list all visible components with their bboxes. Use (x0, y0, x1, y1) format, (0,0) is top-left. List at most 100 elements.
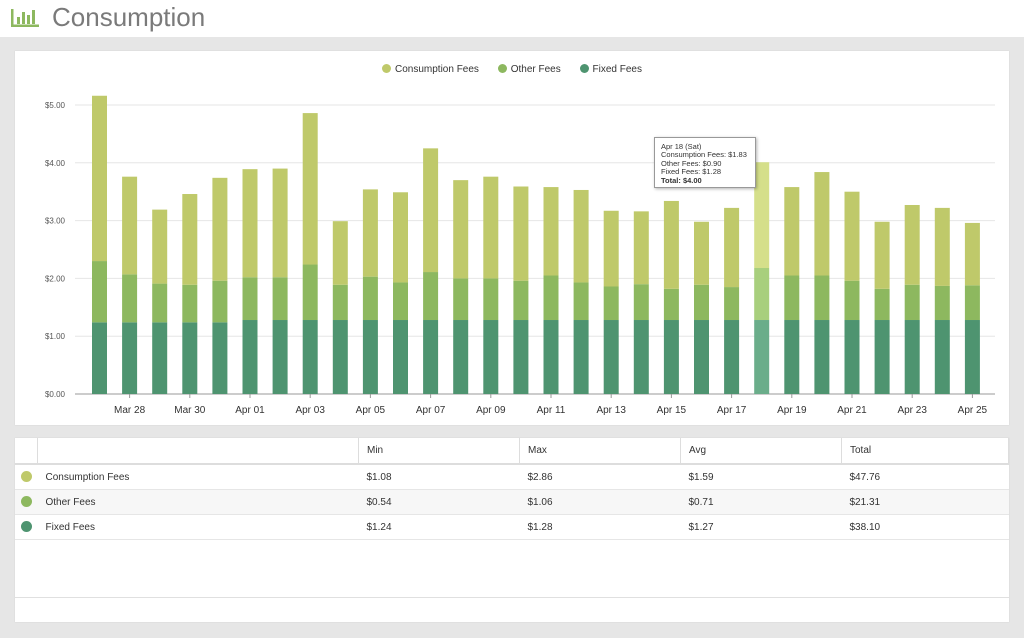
bar-other-fees[interactable] (603, 286, 619, 321)
legend-item-consumption-fees[interactable]: Consumption Fees (382, 64, 479, 75)
bar-consumption-fees[interactable] (483, 176, 499, 279)
bar-other-fees[interactable] (814, 275, 830, 321)
bar-fixed-fees[interactable] (272, 320, 288, 394)
bar-consumption-fees[interactable] (784, 187, 800, 276)
bar-consumption-fees[interactable] (152, 209, 168, 284)
bar-other-fees[interactable] (573, 282, 589, 321)
tooltip-consumption: Consumption Fees: $1.83 (661, 150, 747, 160)
bar-fixed-fees[interactable] (934, 320, 950, 394)
bar-fixed-fees[interactable] (754, 320, 770, 394)
header-cell-total[interactable]: Total (841, 438, 1009, 465)
bar-consumption-fees[interactable] (694, 221, 709, 285)
legend-item-other-fees[interactable]: Other Fees (497, 64, 561, 75)
bar-consumption-fees[interactable] (212, 177, 228, 281)
bar-fixed-fees[interactable] (724, 320, 740, 394)
bar-consumption-fees[interactable] (92, 95, 107, 262)
bar-consumption-fees[interactable] (663, 200, 679, 289)
bar-fixed-fees[interactable] (844, 320, 860, 394)
bar-other-fees[interactable] (332, 284, 348, 321)
bar-fixed-fees[interactable] (122, 322, 138, 394)
bar-consumption-fees[interactable] (844, 191, 860, 281)
bar-fixed-fees[interactable] (152, 322, 168, 394)
bar-consumption-fees[interactable] (332, 221, 348, 285)
bar-other-fees[interactable] (212, 280, 228, 323)
bar-other-fees[interactable] (904, 284, 920, 321)
bar-other-fees[interactable] (513, 280, 529, 321)
bar-consumption-fees[interactable] (362, 189, 378, 277)
bar-consumption-fees[interactable] (122, 176, 138, 275)
bar-other-fees[interactable] (724, 287, 740, 321)
bar-fixed-fees[interactable] (814, 320, 830, 394)
bar-fixed-fees[interactable] (242, 320, 258, 394)
bar-consumption-fees[interactable] (633, 211, 649, 285)
bar-consumption-fees[interactable] (543, 187, 559, 276)
bar-other-fees[interactable] (272, 277, 288, 321)
header-cell-min[interactable]: Min (358, 438, 520, 465)
bar-consumption-fees[interactable] (242, 169, 258, 278)
bar-fixed-fees[interactable] (663, 320, 679, 394)
bar-fixed-fees[interactable] (182, 322, 198, 394)
bar-other-fees[interactable] (964, 285, 980, 321)
bar-consumption-fees[interactable] (934, 207, 950, 286)
bar-other-fees[interactable] (393, 282, 408, 321)
bar-consumption-fees[interactable] (423, 148, 439, 273)
bar-fixed-fees[interactable] (453, 320, 469, 394)
bar-other-fees[interactable] (152, 283, 168, 323)
bar-other-fees[interactable] (92, 261, 107, 323)
bar-fixed-fees[interactable] (603, 320, 619, 394)
bar-fixed-fees[interactable] (332, 320, 348, 394)
bar-fixed-fees[interactable] (362, 320, 378, 394)
header-cell-max[interactable]: Max (519, 438, 681, 465)
bar-consumption-fees[interactable] (393, 192, 408, 283)
bar-fixed-fees[interactable] (694, 320, 709, 394)
bar-fixed-fees[interactable] (423, 320, 439, 394)
bar-other-fees[interactable] (633, 284, 649, 321)
bar-fixed-fees[interactable] (483, 320, 499, 394)
bar-other-fees[interactable] (122, 274, 138, 323)
bar-fixed-fees[interactable] (633, 320, 649, 394)
bar-consumption-fees[interactable] (182, 194, 198, 285)
bar-other-fees[interactable] (694, 284, 709, 321)
bar-fixed-fees[interactable] (904, 320, 920, 394)
bar-consumption-fees[interactable] (874, 221, 890, 289)
bar-fixed-fees[interactable] (393, 320, 408, 394)
bar-consumption-fees[interactable] (904, 204, 920, 285)
bar-fixed-fees[interactable] (784, 320, 800, 394)
bar-fixed-fees[interactable] (573, 320, 589, 394)
bar-fixed-fees[interactable] (964, 320, 980, 394)
bar-other-fees[interactable] (423, 272, 439, 321)
bar-other-fees[interactable] (453, 278, 469, 321)
bar-fixed-fees[interactable] (874, 320, 890, 394)
bar-other-fees[interactable] (543, 275, 559, 321)
legend-item-fixed-fees[interactable]: Fixed Fees (579, 64, 642, 75)
bar-fixed-fees[interactable] (92, 322, 107, 394)
bar-other-fees[interactable] (483, 278, 499, 321)
bar-other-fees[interactable] (302, 264, 318, 321)
bar-other-fees[interactable] (874, 288, 890, 321)
bar-other-fees[interactable] (362, 276, 378, 321)
bar-fixed-fees[interactable] (212, 322, 228, 394)
color-cell (15, 489, 38, 515)
bar-other-fees[interactable] (242, 277, 258, 321)
bar-other-fees[interactable] (663, 288, 679, 321)
bar-consumption-fees[interactable] (302, 113, 318, 265)
bar-consumption-fees[interactable] (573, 189, 589, 283)
bar-consumption-fees[interactable] (272, 168, 288, 278)
header-cell-avg[interactable]: Avg (680, 438, 842, 465)
series-color-dot (20, 471, 32, 483)
bar-consumption-fees[interactable] (814, 172, 830, 276)
bar-consumption-fees[interactable] (724, 207, 740, 288)
bar-other-fees[interactable] (784, 275, 800, 321)
bar-consumption-fees[interactable] (513, 186, 529, 281)
bar-other-fees[interactable] (844, 280, 860, 321)
bar-consumption-fees[interactable] (453, 180, 469, 279)
bar-consumption-fees[interactable] (964, 222, 980, 286)
bar-consumption-fees[interactable] (754, 162, 770, 268)
bar-consumption-fees[interactable] (603, 210, 619, 287)
bar-other-fees[interactable] (754, 267, 770, 321)
bar-fixed-fees[interactable] (302, 320, 318, 394)
bar-other-fees[interactable] (934, 285, 950, 321)
bar-other-fees[interactable] (182, 284, 198, 323)
bar-fixed-fees[interactable] (543, 320, 559, 394)
bar-fixed-fees[interactable] (513, 320, 529, 394)
